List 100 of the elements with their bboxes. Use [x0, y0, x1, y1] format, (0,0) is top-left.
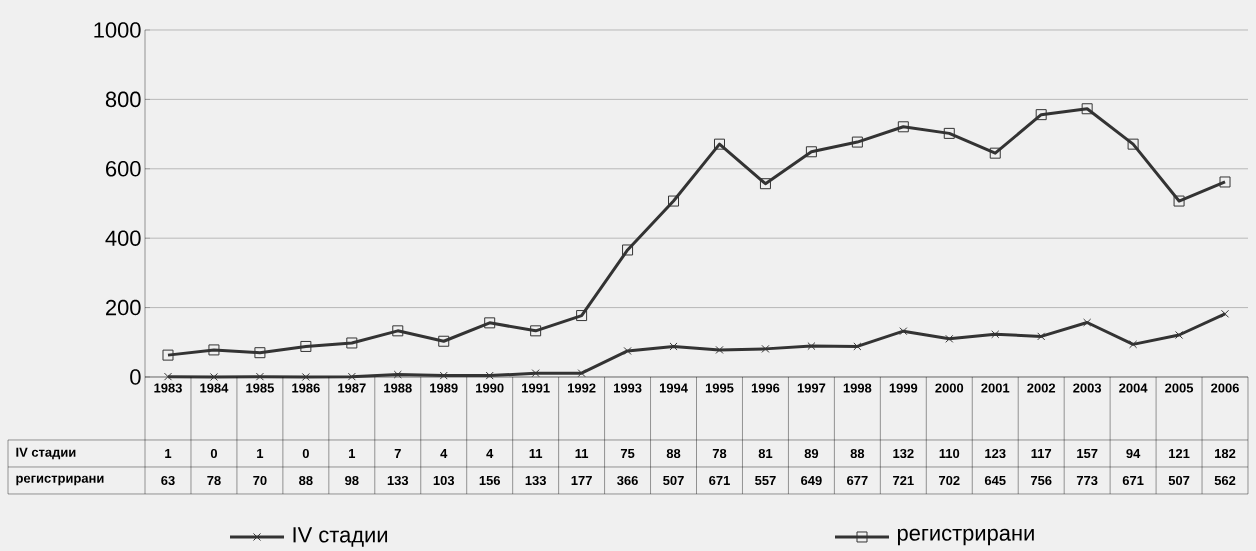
data-label: 88 — [299, 475, 313, 486]
data-label: 88 — [666, 448, 681, 459]
x-tick-label: 1987 — [338, 383, 366, 393]
data-label: 157 — [1077, 448, 1098, 458]
data-label: 557 — [755, 475, 776, 485]
point — [163, 372, 173, 381]
point — [346, 337, 358, 349]
legend-label: регистрирани — [897, 528, 1034, 546]
x-tick-label: 1985 — [246, 383, 274, 393]
y-tick-label: 400 — [105, 230, 141, 246]
point — [991, 330, 1000, 339]
data-label: 98 — [345, 475, 359, 486]
point — [668, 195, 680, 207]
data-label: 70 — [253, 475, 267, 486]
data-label: 121 — [1169, 448, 1190, 459]
data-label: 1 — [349, 449, 356, 458]
point — [209, 372, 218, 382]
y-tick-label: 1000 — [94, 22, 141, 38]
point — [438, 335, 450, 347]
point — [162, 349, 174, 361]
data-label: 117 — [1031, 449, 1052, 458]
point — [255, 372, 264, 381]
point — [622, 244, 634, 256]
data-label: 507 — [1168, 475, 1190, 486]
data-label: 1 — [257, 449, 264, 458]
x-tick-label: 2004 — [1119, 383, 1148, 393]
point — [715, 345, 724, 354]
point — [1220, 309, 1230, 318]
data-label: 649 — [801, 475, 822, 486]
y-tick-label: 200 — [106, 299, 141, 316]
y-tick-label: 0 — [130, 369, 141, 385]
point — [899, 327, 908, 336]
point — [1035, 109, 1047, 121]
x-tick-label: 1994 — [659, 383, 688, 393]
x-tick-label: 1984 — [200, 383, 229, 393]
point — [1083, 318, 1092, 327]
data-label: 132 — [893, 448, 914, 459]
x-tick-label: 2006 — [1211, 383, 1239, 393]
point — [805, 146, 817, 158]
data-label: 110 — [939, 448, 960, 459]
point — [945, 334, 954, 343]
x-tick-label: 1988 — [384, 383, 412, 393]
x-tick-label: 1991 — [522, 383, 550, 393]
data-label: 177 — [571, 476, 592, 485]
x-tick-label: 1983 — [154, 383, 182, 393]
point — [989, 147, 1001, 159]
point — [439, 371, 448, 380]
data-label: 156 — [479, 475, 501, 486]
x-tick-label: 1990 — [476, 383, 504, 393]
data-label: 671 — [1122, 475, 1144, 486]
x-tick-label: 1996 — [751, 383, 780, 393]
x-tick-label: 2003 — [1073, 383, 1102, 393]
data-label: 7 — [394, 449, 401, 458]
data-label: 123 — [985, 448, 1006, 459]
data-label: 671 — [709, 475, 730, 486]
x-tick-label: 1993 — [613, 383, 642, 393]
point — [254, 347, 266, 359]
point — [759, 178, 771, 190]
point — [392, 325, 404, 337]
x-tick-label: 1995 — [705, 383, 734, 393]
data-label: 645 — [984, 475, 1006, 486]
point — [669, 342, 678, 351]
data-label: 507 — [663, 475, 684, 486]
point — [851, 136, 863, 148]
x-tick-label: 2000 — [935, 383, 964, 393]
text: IV стадии — [16, 447, 76, 460]
point — [393, 370, 402, 379]
point — [531, 369, 540, 378]
data-label: 0 — [210, 448, 218, 459]
data-label: 89 — [804, 448, 819, 459]
data-label: 63 — [161, 475, 175, 486]
point — [301, 372, 310, 382]
point — [208, 344, 220, 356]
data-label: 756 — [1030, 475, 1052, 486]
point — [807, 342, 816, 351]
data-label: 1 — [165, 449, 172, 458]
x-tick-label: 1999 — [889, 383, 918, 393]
data-label: 702 — [939, 475, 960, 486]
point — [485, 371, 494, 380]
data-label: 103 — [433, 475, 455, 486]
point — [897, 121, 909, 133]
y-tick-label: 800 — [105, 91, 141, 108]
data-label: 133 — [387, 475, 409, 486]
point — [1173, 195, 1185, 207]
data-label: 562 — [1214, 475, 1236, 486]
data-label: 11 — [575, 449, 589, 458]
data-label: 4 — [440, 449, 448, 458]
data-label: 78 — [207, 475, 221, 486]
point — [713, 138, 725, 150]
point — [761, 344, 770, 353]
point — [347, 372, 356, 381]
text: регистрирани — [16, 475, 104, 486]
point — [1127, 138, 1139, 150]
point — [530, 325, 542, 337]
x-tick-label: 1998 — [843, 383, 872, 393]
data-label: 11 — [529, 449, 543, 458]
x-tick-label: 2005 — [1165, 383, 1194, 393]
point — [1037, 332, 1046, 341]
data-label: 182 — [1215, 448, 1236, 459]
x-tick-label: 1992 — [568, 383, 596, 393]
